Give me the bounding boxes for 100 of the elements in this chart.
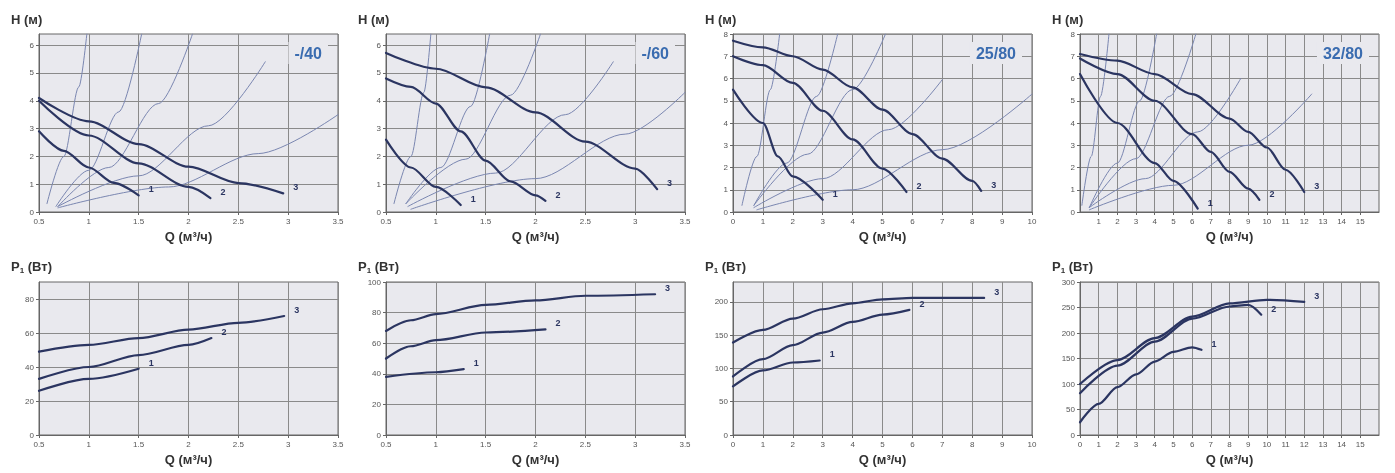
x-tick-label: 5 <box>1171 216 1177 226</box>
y-tick-label: 0 <box>376 207 382 217</box>
x-tick-label: 0.5 <box>380 439 393 449</box>
x-tick-label: 7 <box>1208 216 1214 226</box>
series-label: 1 <box>148 357 154 368</box>
y-tick-label: 4 <box>376 96 382 106</box>
x-tick-label: 4 <box>850 439 856 449</box>
series-label: 2 <box>555 189 561 200</box>
x-tick-label: 3 <box>285 439 291 449</box>
x-tick-label: 9 <box>999 439 1005 449</box>
x-tick-label: 3 <box>632 439 638 449</box>
y-tick-label: 6 <box>723 74 729 83</box>
x-tick-label: 2 <box>533 439 539 449</box>
x-tick-label: 1 <box>86 216 92 226</box>
x-tick-label: 6 <box>910 216 916 226</box>
x-tick-label: 4 <box>1152 216 1158 226</box>
series-label: 3 <box>1314 180 1320 191</box>
x-tick-label: 4 <box>1152 439 1158 449</box>
series-label: 3 <box>991 179 997 190</box>
x-tick-label: 3.5 <box>679 439 692 449</box>
x-tick-label: 12 <box>1299 216 1310 226</box>
series-label: 2 <box>220 187 226 198</box>
x-tick-label: 8 <box>1227 216 1233 226</box>
y-tick-label: 2 <box>29 151 35 161</box>
y-tick-label: 40 <box>372 369 382 379</box>
y-tick-label: 4 <box>723 118 729 128</box>
series-label: 1 <box>148 184 154 195</box>
x-tick-label: 2.5 <box>232 216 245 226</box>
x-tick-label: 3 <box>1133 439 1139 449</box>
series-label: 3 <box>665 283 671 294</box>
y-tick-label: 2 <box>723 163 729 172</box>
x-tick-label: 15 <box>1355 439 1366 449</box>
series-label: 3 <box>1314 290 1320 301</box>
x-tick-label: 8 <box>969 216 975 226</box>
x-tick-label: 0 <box>730 439 736 449</box>
series-label: 2 <box>555 318 561 329</box>
y-tick-label: 6 <box>376 40 382 50</box>
x-tick-label: 3.5 <box>679 216 692 226</box>
y-tick-label: 3 <box>1070 140 1076 150</box>
y-tick-label: 8 <box>723 29 729 39</box>
y-tick-label: 7 <box>723 51 729 61</box>
y-tick-label: 100 <box>367 277 382 287</box>
x-tick-label: 6 <box>1189 439 1195 449</box>
x-tick-label: 2.5 <box>232 439 245 449</box>
x-tick-label: 6 <box>910 439 916 449</box>
y-tick-label: 5 <box>29 68 35 78</box>
x-tick-label: 2 <box>1115 216 1121 226</box>
series-label: 1 <box>1211 338 1217 349</box>
x-tick-label: 6 <box>1189 216 1195 226</box>
x-tick-label: 11 <box>1281 439 1291 449</box>
x-tick-label: 7 <box>1208 439 1214 449</box>
x-tick-label: 1.5 <box>133 439 145 449</box>
x-tick-label: 15 <box>1355 216 1366 226</box>
y-tick-label: 6 <box>1070 74 1076 83</box>
x-axis-title: Q (м³/ч) <box>858 452 907 467</box>
x-tick-label: 3 <box>820 216 826 226</box>
x-tick-label: 10 <box>1027 216 1037 226</box>
x-tick-label: 9 <box>999 216 1005 226</box>
x-tick-label: 3 <box>285 216 291 226</box>
y-tick-label: 0 <box>723 207 729 217</box>
x-tick-label: 3 <box>1133 216 1139 226</box>
y-axis-title: H (м) <box>1052 12 1084 27</box>
x-tick-label: 1 <box>433 216 439 226</box>
annotation: -/60 <box>641 44 670 62</box>
annotation: -/40 <box>294 44 323 62</box>
y-tick-label: 0 <box>29 430 35 440</box>
x-tick-label: 8 <box>969 439 975 449</box>
x-tick-label: 2 <box>533 216 539 226</box>
y-tick-label: 80 <box>25 294 35 304</box>
y-tick-label: 150 <box>1061 354 1076 363</box>
y-tick-label: 40 <box>25 362 35 372</box>
x-tick-label: 2 <box>790 216 796 226</box>
x-tick-label: 13 <box>1318 216 1328 226</box>
y-tick-label: 7 <box>1070 51 1076 61</box>
y-tick-label: 60 <box>372 338 382 348</box>
y-tick-label: 1 <box>723 185 729 195</box>
x-tick-label: 13 <box>1318 439 1328 449</box>
y-tick-label: 5 <box>723 96 729 106</box>
y-tick-label: 60 <box>25 328 35 338</box>
x-tick-label: 8 <box>1227 439 1233 449</box>
x-tick-label: 0 <box>730 216 736 226</box>
x-tick-label: 12 <box>1299 439 1310 449</box>
series-label: 2 <box>1271 303 1277 314</box>
x-tick-label: 2 <box>790 439 796 449</box>
x-tick-label: 9 <box>1245 439 1251 449</box>
x-tick-label: 1 <box>86 439 92 449</box>
series-label: 1 <box>1207 197 1213 208</box>
y-tick-label: 4 <box>1070 118 1076 128</box>
series-label: 2 <box>1269 188 1275 199</box>
x-axis-title: Q (м³/ч) <box>164 229 213 244</box>
y-tick-label: 20 <box>372 399 382 409</box>
x-tick-label: 1 <box>1096 439 1102 449</box>
y-tick-label: 8 <box>1070 29 1076 39</box>
x-tick-label: 7 <box>940 439 946 449</box>
x-tick-label: 5 <box>880 439 886 449</box>
y-tick-label: 5 <box>376 68 382 78</box>
y-tick-label: 2 <box>1070 163 1076 172</box>
x-tick-label: 2.5 <box>579 439 592 449</box>
x-axis-title: Q (м³/ч) <box>858 229 907 244</box>
y-tick-label: 100 <box>1061 379 1076 389</box>
